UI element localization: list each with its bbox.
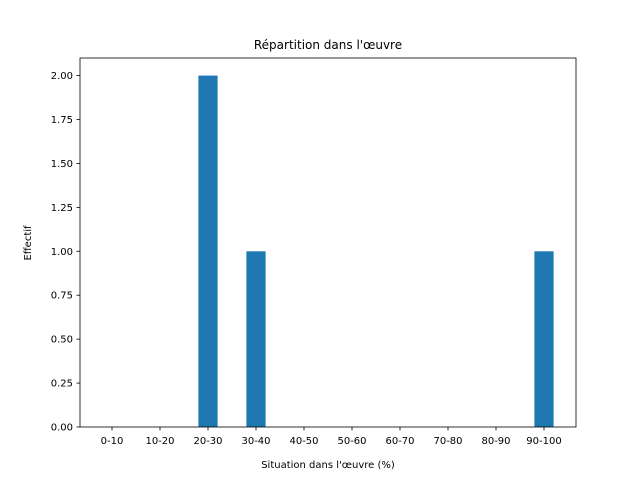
plot-frame <box>79 57 577 428</box>
x-axis-ticks: 0-10 10-20 20-30 30-40 40-50 50-60 60-70 70-80 8… <box>101 427 562 447</box>
bar-90-100 <box>534 251 554 427</box>
y-tick-label: 0.25 <box>51 379 73 390</box>
y-tick-label: 0.50 <box>51 335 73 346</box>
bar-30-40 <box>246 251 266 427</box>
x-tick-label: 10-20 <box>145 436 174 447</box>
chart-title: Répartition dans l'œuvre <box>254 38 402 52</box>
y-tick-label: 0.00 <box>51 423 73 434</box>
y-tick-label: 1.00 <box>51 247 73 258</box>
x-tick-label: 60-70 <box>385 436 414 447</box>
x-tick-label: 70-80 <box>433 436 462 447</box>
x-tick-label: 50-60 <box>337 436 366 447</box>
y-tick-label: 2.00 <box>51 71 73 82</box>
bars <box>198 75 554 428</box>
x-tick-label: 90-100 <box>526 436 561 447</box>
x-tick-label: 40-50 <box>289 436 318 447</box>
bar-20-30 <box>198 75 218 428</box>
y-tick-label: 1.75 <box>51 115 73 126</box>
y-tick-label: 1.25 <box>51 203 73 214</box>
x-tick-label: 0-10 <box>101 436 124 447</box>
x-axis-label: Situation dans l'œuvre (%) <box>261 460 395 471</box>
y-tick-label: 1.50 <box>51 159 73 170</box>
y-axis-ticks: 0.00 0.25 0.50 0.75 1.00 1.25 1.50 1.75 2.00 <box>51 71 80 434</box>
x-tick-label: 30-40 <box>241 436 270 447</box>
x-tick-label: 80-90 <box>481 436 510 447</box>
y-tick-label: 0.75 <box>51 291 73 302</box>
y-axis-label: Effectif <box>23 225 34 261</box>
x-tick-label: 20-30 <box>193 436 222 447</box>
